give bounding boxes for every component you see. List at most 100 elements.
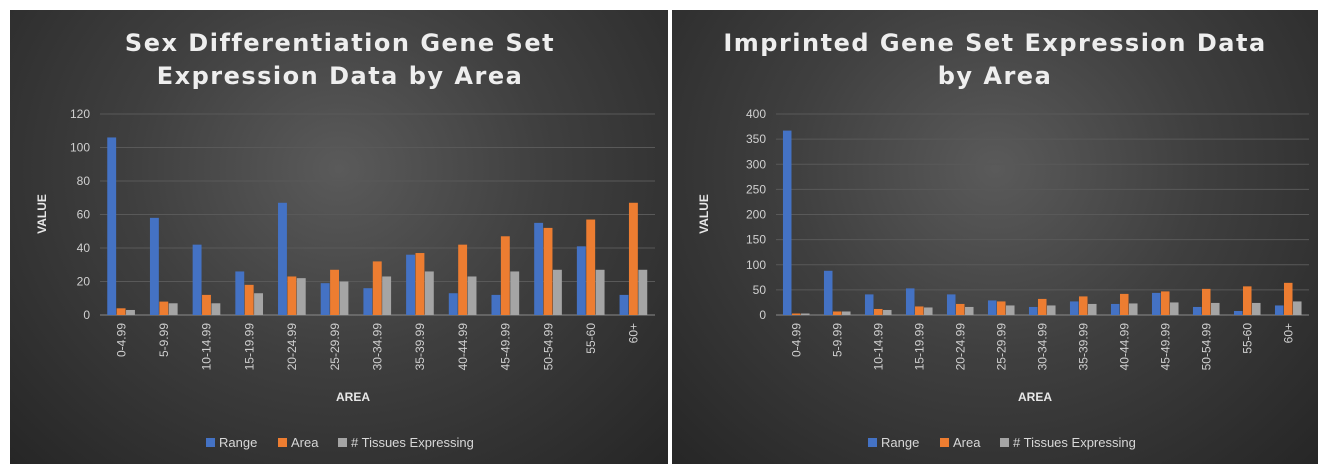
x-tick-label: 5-9.99 <box>831 323 845 357</box>
x-tick-label: 40-44.99 <box>1118 323 1132 371</box>
bar-tissues-expressing <box>126 309 135 315</box>
bar-range <box>823 270 833 315</box>
bar-tissues-expressing <box>1129 303 1138 315</box>
x-tick-label: 60+ <box>627 323 641 343</box>
bar-tissues-expressing <box>467 276 477 315</box>
x-tick-label: 0-4.99 <box>790 323 804 357</box>
x-tick-label: 45-49.99 <box>1159 323 1173 371</box>
chart-title-line-1: Sex Differentiation Gene Set <box>125 29 555 57</box>
bar-range <box>278 202 287 315</box>
bar-area <box>372 261 382 315</box>
bar-tissues-expressing <box>211 303 221 315</box>
bar-area <box>873 308 883 315</box>
x-tick-label: 35-39.99 <box>413 323 427 371</box>
y-tick-label: 150 <box>746 233 766 247</box>
bar-tissues-expressing <box>638 269 648 315</box>
bar-range <box>905 288 915 315</box>
bar-area <box>996 301 1006 315</box>
x-tick-label: 50-54.99 <box>541 323 555 371</box>
bar-tissues-expressing <box>965 306 974 315</box>
bar-range <box>864 294 874 315</box>
bar-range <box>363 288 373 315</box>
x-tick-label: 30-34.99 <box>371 323 385 371</box>
bar-range <box>1069 301 1079 315</box>
y-tick-label: 400 <box>746 107 766 121</box>
bar-range <box>1233 310 1243 315</box>
x-tick-label: 25-29.99 <box>995 323 1009 371</box>
bar-area <box>832 311 842 315</box>
x-tick-label: 40-44.99 <box>456 323 470 371</box>
bar-tissues-expressing <box>924 307 933 315</box>
bars <box>107 137 648 315</box>
bar-tissues-expressing <box>1211 302 1220 315</box>
legend-swatch-tissues <box>1000 438 1009 447</box>
x-tick-label: 35-39.99 <box>1077 323 1091 371</box>
bar-range <box>320 283 330 315</box>
y-tick-label: 40 <box>77 241 91 255</box>
chart-panel-sex-differentiation: Sex Differentiation Gene Set Expression … <box>10 10 668 464</box>
bar-range <box>1192 306 1202 315</box>
bar-range <box>107 137 117 315</box>
bar-tissues-expressing <box>339 281 349 315</box>
bar-area <box>159 301 169 315</box>
y-tick-label: 300 <box>746 157 766 171</box>
y-axis-label: VALUE <box>35 194 49 234</box>
bar-tissues-expressing <box>168 303 178 315</box>
y-axis-ticks: 0 20 40 60 80 100 120 <box>70 107 90 322</box>
bar-tissues-expressing <box>424 271 434 315</box>
x-axis-ticks: 0-4.99 5-9.99 10-14.99 15-19.99 20-24.99 25-2… <box>114 323 640 371</box>
bar-range <box>192 244 202 315</box>
bar-tissues-expressing <box>382 276 392 315</box>
bar-area <box>1078 296 1088 315</box>
bar-tissues-expressing <box>801 313 810 315</box>
chart-sex-differentiation: Sex Differentiation Gene Set Expression … <box>35 29 655 450</box>
legend-label-area: Area <box>291 435 319 450</box>
x-tick-label: 55-60 <box>1241 323 1255 354</box>
x-tick-label: 5-9.99 <box>157 323 171 357</box>
legend-swatch-range <box>868 438 877 447</box>
y-tick-label: 0 <box>83 308 90 322</box>
bar-tissues-expressing <box>595 269 605 315</box>
bar-area <box>202 294 211 315</box>
bar-range <box>946 294 956 315</box>
bar-area <box>1242 286 1252 315</box>
bar-range <box>235 271 245 315</box>
x-tick-label: 25-29.99 <box>328 323 342 371</box>
legend-swatch-area <box>940 438 949 447</box>
x-tick-label: 15-19.99 <box>242 323 256 371</box>
chart-imprinted: Imprinted Gene Set Expression Data by Ar… <box>697 29 1309 450</box>
x-tick-label: 30-34.99 <box>1036 323 1050 371</box>
bar-area <box>244 284 254 315</box>
bar-tissues-expressing <box>883 309 892 315</box>
chart-legend: Range Area # Tissues Expressing <box>868 435 1136 450</box>
x-tick-label: 50-54.99 <box>1200 323 1214 371</box>
bar-area <box>628 202 638 315</box>
bar-range <box>534 222 544 315</box>
bar-area <box>287 276 297 315</box>
bar-range <box>491 294 501 315</box>
y-tick-label: 80 <box>77 174 91 188</box>
bar-range <box>782 130 792 315</box>
bar-tissues-expressing <box>552 269 562 315</box>
bar-tissues-expressing <box>1293 301 1302 315</box>
bar-area <box>1160 291 1170 315</box>
y-tick-label: 50 <box>753 283 767 297</box>
bar-range <box>987 300 997 315</box>
y-tick-label: 100 <box>746 258 766 272</box>
x-tick-label: 20-24.99 <box>954 323 968 371</box>
bar-area <box>330 269 340 315</box>
chart-title-line-2: by Area <box>938 62 1053 90</box>
legend-label-tissues: # Tissues Expressing <box>351 435 474 450</box>
gridlines <box>100 113 655 316</box>
y-tick-label: 60 <box>77 208 91 222</box>
x-tick-label: 45-49.99 <box>499 323 513 371</box>
bar-tissues-expressing <box>842 311 851 315</box>
legend-label-area: Area <box>953 435 981 450</box>
bar-area <box>543 227 553 315</box>
bar-area <box>415 253 425 315</box>
bar-tissues-expressing <box>1088 303 1097 315</box>
x-axis-label: AREA <box>1018 390 1052 404</box>
x-tick-label: 10-14.99 <box>872 323 886 371</box>
bar-tissues-expressing <box>510 271 520 315</box>
legend-label-tissues: # Tissues Expressing <box>1013 435 1136 450</box>
